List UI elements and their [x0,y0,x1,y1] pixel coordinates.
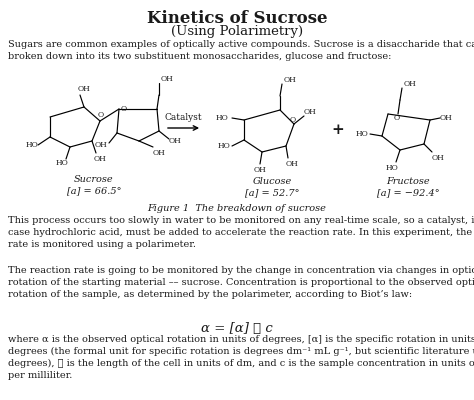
Text: +: + [332,123,345,137]
Text: OH: OH [440,114,453,122]
Text: Catalyst: Catalyst [164,114,202,122]
Text: [a] = −92.4°: [a] = −92.4° [377,188,439,198]
Text: OH: OH [432,154,445,162]
Text: [a] = 66.5°: [a] = 66.5° [67,186,121,196]
Text: Glucose: Glucose [252,178,292,186]
Text: OH: OH [153,149,166,157]
Text: OH: OH [94,155,107,163]
Text: (Using Polarimetry): (Using Polarimetry) [171,25,303,38]
Text: O: O [290,116,296,124]
Text: O: O [121,105,127,113]
Text: O: O [394,114,400,122]
Text: OH: OH [304,108,317,116]
Text: HO: HO [356,130,369,138]
Text: O: O [98,111,104,119]
Text: OH: OH [78,85,91,93]
Text: OH: OH [169,137,182,145]
Text: OH: OH [286,160,299,168]
Text: Sugars are common examples of optically active compounds. Sucrose is a disacchar: Sugars are common examples of optically … [8,40,474,61]
Text: OH: OH [254,166,267,174]
Text: where α is the observed optical rotation in units of degrees, [α] is the specifi: where α is the observed optical rotation… [8,335,474,380]
Text: This process occurs too slowly in water to be monitored on any real-time scale, : This process occurs too slowly in water … [8,216,474,248]
Text: HO: HO [386,164,399,172]
Text: Fructose: Fructose [386,178,430,186]
Text: OH: OH [161,75,174,83]
Text: The reaction rate is going to be monitored by the change in concentration via ch: The reaction rate is going to be monitor… [8,266,474,298]
Text: [a] = 52.7°: [a] = 52.7° [245,188,299,198]
Text: HO: HO [216,114,229,122]
Text: Figure 1  The breakdown of sucrose: Figure 1 The breakdown of sucrose [147,204,327,213]
Text: HO: HO [26,141,39,149]
Text: OH: OH [95,141,108,149]
Text: HO: HO [218,142,231,150]
Text: Kinetics of Sucrose: Kinetics of Sucrose [147,10,327,27]
Text: OH: OH [284,76,297,84]
Text: α = [α] ℓ c: α = [α] ℓ c [201,322,273,335]
Text: HO: HO [56,159,69,167]
Text: OH: OH [404,80,417,88]
Text: Sucrose: Sucrose [74,176,114,184]
